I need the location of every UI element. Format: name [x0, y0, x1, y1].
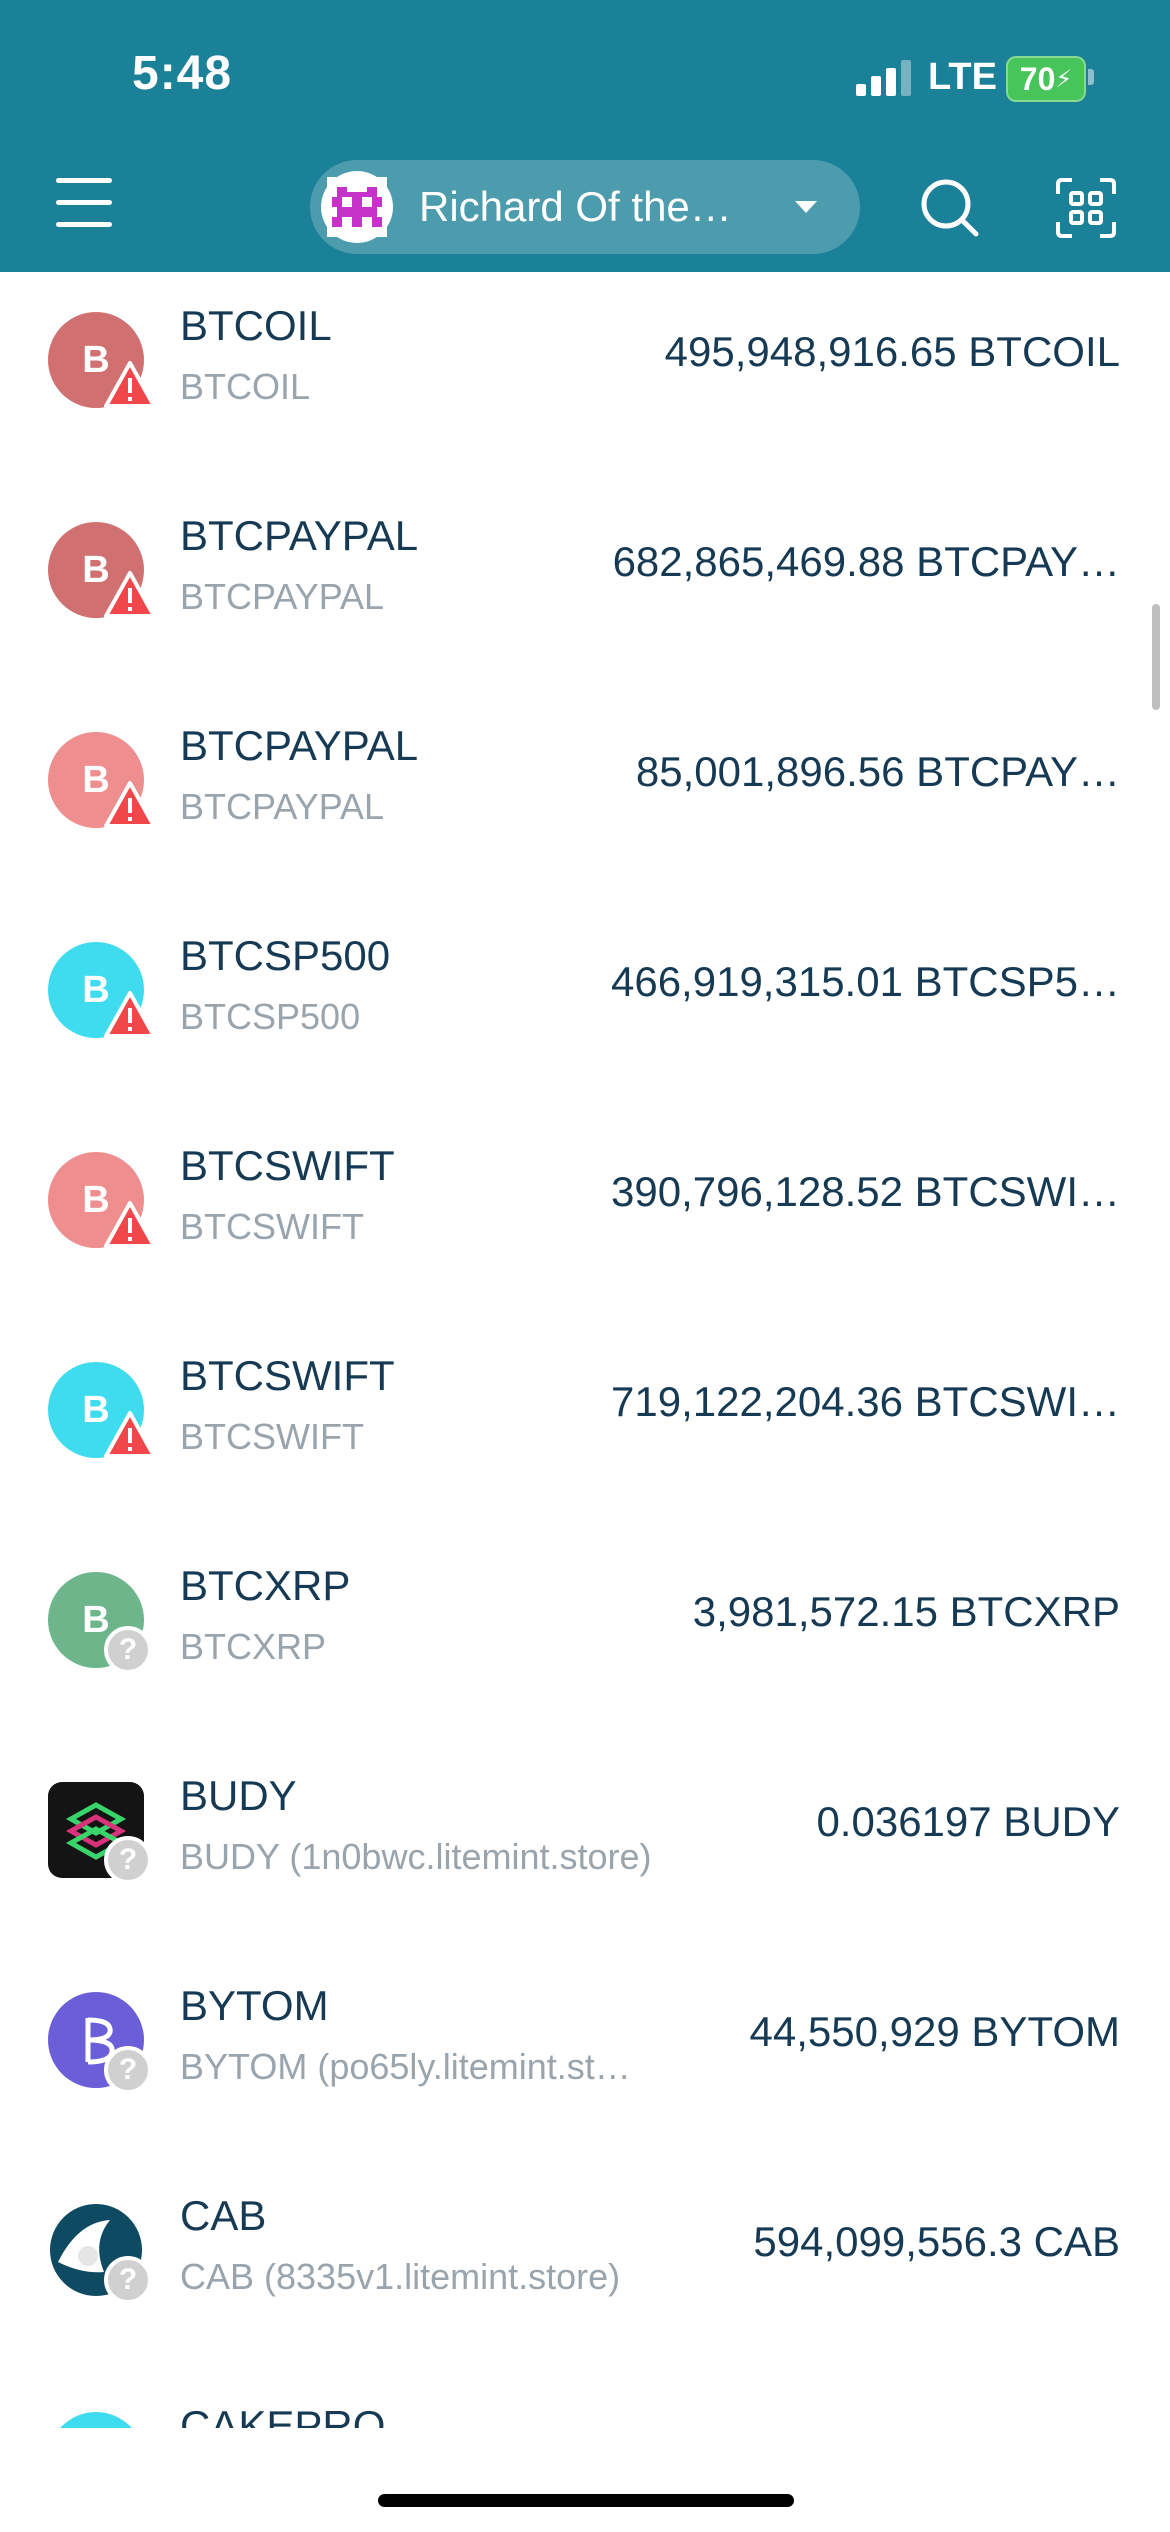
token-name: BTCSWIFT: [180, 1352, 395, 1399]
token-code: BTCSP500: [180, 996, 361, 1037]
warning-icon: [104, 1200, 156, 1250]
token-balance: 0.036197 BUDY: [816, 1798, 1120, 1845]
token-row[interactable]: ? BYTOM BYTOM (po65ly.litemint.st… 44,550,9…: [0, 1952, 1170, 2162]
search-icon[interactable]: [918, 176, 982, 240]
token-name: BTCPAYPAL: [180, 512, 419, 559]
budy-logo-icon: [65, 1802, 127, 1860]
token-name: BTCPAYPAL: [180, 722, 419, 769]
token-code: BTCSWIFT: [180, 1206, 364, 1247]
hamburger-icon[interactable]: [56, 178, 112, 228]
token-row[interactable]: B BTCPAYPAL BTCPAYPAL 85,001,896.56 BTCPAY…: [0, 692, 1170, 902]
network-label: LTE: [928, 56, 997, 98]
battery-tip: [1088, 69, 1094, 85]
warning-icon: [104, 990, 156, 1040]
chevron-down-icon: [795, 201, 817, 213]
token-balance: 495,948,916.65 BTCOIL: [664, 328, 1120, 375]
token-row[interactable]: B BTCSP500 BTCSP500 466,919,315.01 BTCSP5…: [0, 902, 1170, 1112]
account-selector[interactable]: Richard Of the…: [310, 160, 860, 254]
token-row[interactable]: ? CAB CAB (8335v1.litemint.store) 594,099,5…: [0, 2162, 1170, 2372]
token-name: CAB: [180, 2192, 267, 2239]
warning-icon: [104, 780, 156, 830]
unknown-asset-icon: ?: [104, 1626, 152, 1674]
qr-scan-icon[interactable]: [1054, 176, 1118, 240]
token-balance: 682,865,469.88 BTCPAY…: [612, 538, 1120, 585]
token-icon: B: [48, 732, 144, 828]
token-name: BTCSP500: [180, 932, 391, 979]
token-row[interactable]: ? BUDY BUDY (1n0bwc.litemint.store) 0.03619…: [0, 1742, 1170, 1952]
token-row[interactable]: B? BTCXRP BTCXRP 3,981,572.15 BTCXRP: [0, 1532, 1170, 1742]
status-time: 5:48: [132, 47, 233, 100]
token-balance: 719,122,204.36 BTCSWI…: [611, 1378, 1120, 1425]
pixel-avatar-icon: [327, 177, 387, 237]
token-name: CAKEPRO: [180, 2402, 386, 2428]
token-row[interactable]: B BTCSWIFT BTCSWIFT 390,796,128.52 BTCSWI…: [0, 1112, 1170, 1322]
scrollbar[interactable]: [1152, 604, 1160, 710]
account-avatar: [321, 171, 393, 243]
token-balance: 85,001,896.56 BTCPAY…: [635, 748, 1120, 795]
warning-icon: [104, 570, 156, 620]
token-name: BTCSWIFT: [180, 1142, 395, 1189]
token-code: BTCXRP: [180, 1626, 327, 1667]
token-code: CAB (8335v1.litemint.store): [180, 2256, 621, 2297]
account-name: Richard Of the…: [419, 183, 732, 230]
token-list[interactable]: B BTCOIL BTCOIL 495,948,916.65 BTCOIL B BTCPA…: [0, 272, 1170, 2428]
token-name: BTCXRP: [180, 1562, 351, 1609]
top-bar: 5:48 LTE 70 ⚡ Richard Of: [0, 0, 1170, 272]
warning-icon: [104, 1410, 156, 1460]
token-code: BUDY (1n0bwc.litemint.store): [180, 1836, 652, 1877]
token-icon: [48, 2412, 144, 2428]
token-row[interactable]: B BTCPAYPAL BTCPAYPAL 682,865,469.88 BTCPAY…: [0, 482, 1170, 692]
token-code: BTCPAYPAL: [180, 576, 385, 617]
token-code: BTCPAYPAL: [180, 786, 385, 827]
unknown-asset-icon: ?: [104, 1836, 152, 1884]
token-row[interactable]: CAKEPRO: [0, 2372, 1170, 2428]
token-code: BYTOM (po65ly.litemint.st…: [180, 2046, 631, 2087]
token-icon: [48, 1992, 144, 2088]
token-name: BUDY: [180, 1772, 297, 1819]
home-indicator: [378, 2494, 794, 2507]
token-name: BTCOIL: [180, 302, 332, 349]
unknown-asset-icon: ?: [104, 2046, 152, 2094]
token-balance: 594,099,556.3 CAB: [753, 2218, 1120, 2265]
token-balance: 466,919,315.01 BTCSP5…: [610, 958, 1120, 1005]
cellular-signal-icon: [856, 60, 912, 96]
battery-icon: 70 ⚡: [1006, 56, 1086, 102]
warning-icon: [104, 360, 156, 410]
token-row[interactable]: B BTCOIL BTCOIL 495,948,916.65 BTCOIL: [0, 272, 1170, 482]
unknown-asset-icon: ?: [104, 2256, 152, 2304]
token-balance: 3,981,572.15 BTCXRP: [692, 1588, 1120, 1635]
token-balance: 390,796,128.52 BTCSWI…: [611, 1168, 1120, 1215]
token-row[interactable]: B BTCSWIFT BTCSWIFT 719,122,204.36 BTCSWI…: [0, 1322, 1170, 1532]
token-code: BTCSWIFT: [180, 1416, 364, 1457]
token-icon: B: [48, 312, 144, 408]
token-code: BTCOIL: [180, 366, 311, 407]
token-balance: 44,550,929 BYTOM: [749, 2008, 1120, 2055]
token-name: BYTOM: [180, 1982, 329, 2029]
battery-level: 70: [1019, 60, 1056, 97]
